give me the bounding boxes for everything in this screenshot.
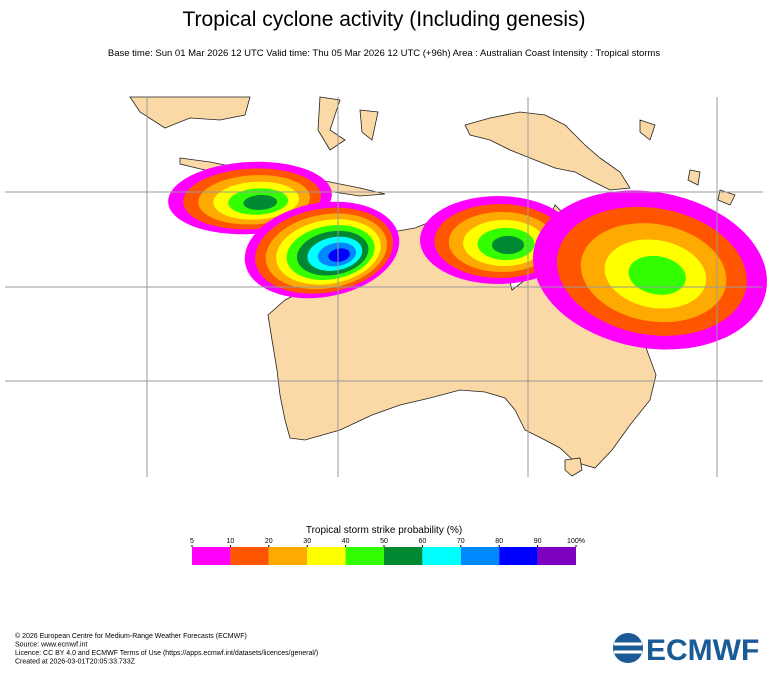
probability-level	[628, 255, 686, 295]
colorbar-tick-label: 50	[380, 538, 388, 545]
grid	[5, 97, 763, 477]
colorbar-tick-label: 60	[419, 538, 427, 545]
borneo-sulawesi	[129, 96, 379, 151]
colorbar-title: Tropical storm strike probability (%)	[306, 525, 462, 536]
footer: © 2026 European Centre for Medium-Range …	[15, 632, 318, 666]
new-guinea	[464, 111, 631, 191]
colorbar-tick-label: 80	[495, 538, 503, 545]
logo: ECMWF	[613, 633, 759, 667]
colorbar-tick-label: 90	[534, 538, 542, 545]
colorbar-tick-label: 100%	[567, 538, 585, 545]
color-bin	[499, 547, 538, 565]
logo-icon	[613, 633, 643, 663]
color-bin	[384, 547, 423, 565]
probability-areas	[168, 161, 767, 350]
colorbar-tick-label: 30	[303, 538, 311, 545]
footer-line: © 2026 European Centre for Medium-Range …	[15, 632, 247, 640]
colorbar: Tropical storm strike probability (%) 5 1…	[190, 525, 585, 565]
footer-line: Licence: CC BY 4.0 and ECMWF Terms of Us…	[15, 650, 318, 657]
color-bin	[268, 547, 308, 565]
color-bin	[422, 547, 461, 565]
logo-text: ECMWF	[646, 634, 759, 667]
colorbar-tick-label: 20	[265, 538, 273, 545]
color-bin	[537, 547, 576, 565]
footer-line: Source: www.ecmwf.int	[15, 642, 87, 649]
color-bin	[460, 547, 500, 565]
colorbar-tick-label: 5	[190, 538, 194, 545]
colorbar-tick-label: 70	[457, 538, 465, 545]
color-bin	[192, 547, 231, 565]
colorbar-tick-label: 40	[342, 538, 350, 545]
footer-line: Created at 2026-03-01T20:05:33.733Z	[15, 659, 136, 666]
probability-level	[328, 248, 350, 262]
subtitle: Base time: Sun 01 Mar 2026 12 UTC Valid …	[108, 48, 660, 59]
tasmania	[564, 457, 583, 477]
map	[5, 96, 767, 477]
pacific-islands	[639, 119, 736, 206]
colorbar-tick-label: 10	[227, 538, 235, 545]
probability-level	[243, 194, 278, 210]
color-bin	[345, 547, 384, 565]
title: Tropical cyclone activity (Including gen…	[182, 8, 585, 31]
logo-icon-lines	[614, 642, 642, 654]
color-bin	[307, 547, 346, 565]
color-bin	[230, 547, 269, 565]
probability-level	[491, 235, 525, 255]
